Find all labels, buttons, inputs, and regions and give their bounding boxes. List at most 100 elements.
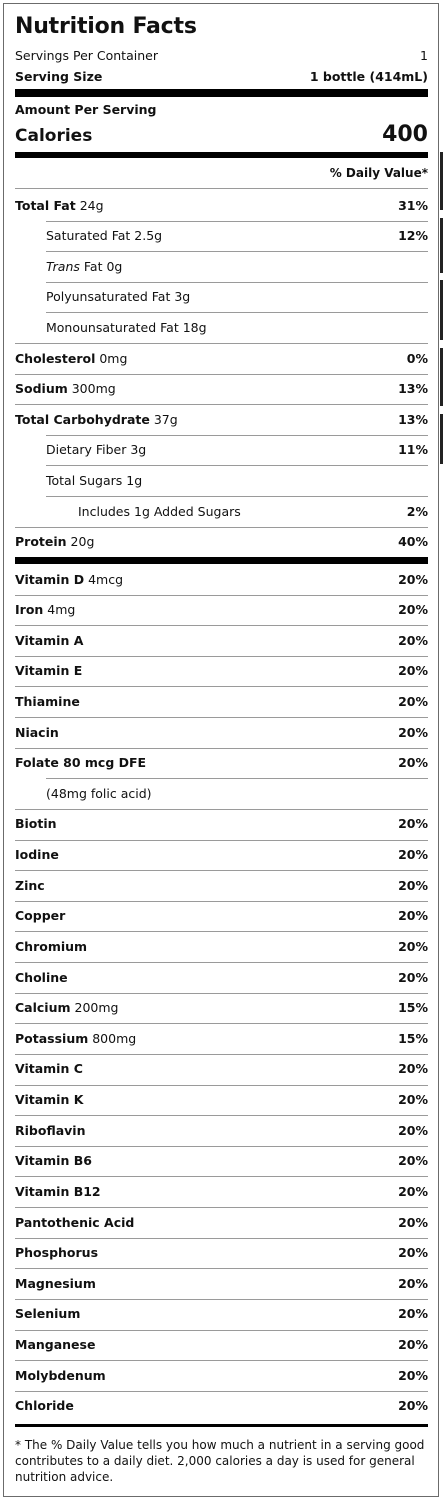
vitamins-bold-label: Vitamin E <box>15 663 83 679</box>
vitamins-row: Vitamin A 20% <box>15 625 428 655</box>
nutrients-row: Polyunsaturated Fat 3g <box>15 282 428 312</box>
divider <box>15 1390 428 1392</box>
label-title: Nutrition Facts <box>15 14 197 39</box>
nutrients-bold-label: Protein <box>15 534 67 550</box>
divider <box>15 900 428 902</box>
calories-row: Calories 400 <box>15 122 428 147</box>
vitamins-daily-value: 20% <box>398 1122 428 1138</box>
nutrients-daily-value: 12% <box>398 228 428 244</box>
vitamins-name: Molybdenum <box>15 1368 106 1383</box>
nutrients-daily-value: 2% <box>406 503 428 519</box>
nutrients-row: Sodium 300mg 13% <box>15 374 428 404</box>
vitamins-row: Vitamin D 4mcg 20% <box>15 564 428 594</box>
divider <box>15 839 428 841</box>
divider <box>46 281 428 283</box>
edge-mark <box>440 414 443 464</box>
vitamins-daily-value: 20% <box>398 724 428 740</box>
servings-per-container-row: Servings Per Container 1 <box>15 48 428 63</box>
vitamins-daily-value: 20% <box>398 816 428 832</box>
vitamins-daily-value: 20% <box>398 1245 428 1261</box>
divider <box>15 686 428 688</box>
vitamins-name: Vitamin B12 <box>15 1184 101 1199</box>
footnote-divider <box>15 1424 428 1427</box>
vitamins-bold-label: Chromium <box>15 938 88 954</box>
vitamins-name: Vitamin C <box>15 1061 83 1076</box>
vitamins-daily-value: 20% <box>398 602 428 618</box>
divider <box>15 1298 428 1300</box>
divider <box>15 1023 428 1025</box>
vitamins-row: Biotin 20% <box>15 809 428 839</box>
vitamins-bold-label: Phosphorus <box>15 1245 99 1261</box>
vitamins-bold-label: Copper <box>15 908 66 924</box>
vitamins-name: Copper <box>15 908 65 923</box>
vitamins-amount: 800mg <box>88 1030 137 1046</box>
vitamins-daily-value: 20% <box>398 663 428 679</box>
nutrients-row: Trans Fat 0g <box>15 251 428 281</box>
vitamins-bold-label: Pantothenic Acid <box>15 1214 135 1230</box>
nutrients-daily-value: 13% <box>398 381 428 397</box>
serving-size-row: Serving Size 1 bottle (414mL) <box>15 69 428 84</box>
divider <box>46 465 428 467</box>
nutrients-amount: Polyunsaturated Fat 3g <box>46 289 191 305</box>
divider <box>15 373 428 375</box>
vitamins-row: Chromium 20% <box>15 931 428 961</box>
vitamins-daily-value: 20% <box>398 1092 428 1108</box>
vitamins-bold-label: Manganese <box>15 1337 96 1352</box>
nutrients-row: Dietary Fiber 3g 11% <box>15 435 428 465</box>
vitamins-name: Vitamin E <box>15 663 82 678</box>
vitamins-bold-label: Vitamin D <box>15 571 85 587</box>
vitamins-bold-label: Folate 80 mcg DFE <box>15 755 147 771</box>
vitamins-amount: 200mg <box>70 1000 119 1016</box>
vitamins-daily-value: 15% <box>398 1000 428 1016</box>
thick-divider-top <box>15 89 428 97</box>
vitamins-daily-value: 20% <box>398 908 428 924</box>
nutrients-bold-label: Total Carbohydrate <box>15 411 150 427</box>
divider <box>15 1207 428 1209</box>
vitamins-bold-label: Chloride <box>15 1398 74 1414</box>
vitamins-name: Choline <box>15 970 68 985</box>
vitamins-daily-value: 20% <box>398 847 428 863</box>
vitamins-row: Iron 4mg 20% <box>15 595 428 625</box>
thick-divider-calories <box>15 152 428 158</box>
divider <box>15 625 428 627</box>
vitamins-daily-value: 20% <box>398 877 428 893</box>
nutrients-row: Includes 1g Added Sugars 2% <box>15 496 428 526</box>
nutrients-name: Total Carbohydrate 37g <box>15 412 178 427</box>
vitamins-row: Vitamin B12 20% <box>15 1176 428 1206</box>
nutrients-amount: 300mg <box>67 381 116 397</box>
nutrients-daily-value: 13% <box>398 411 428 427</box>
vitamins-bold-label: Biotin <box>15 816 57 832</box>
vitamins-name: Vitamin A <box>15 633 83 648</box>
vitamins-row: Potassium 800mg 15% <box>15 1023 428 1053</box>
divider <box>15 655 428 657</box>
vitamins-bold-label: Niacin <box>15 724 59 740</box>
daily-value-header: % Daily Value* <box>329 166 428 180</box>
vitamins-daily-value: 20% <box>398 632 428 648</box>
vitamins-row: Magnesium 20% <box>15 1268 428 1298</box>
nutrients-row: Cholesterol 0mg 0% <box>15 343 428 373</box>
nutrients-bold-label: Cholesterol <box>15 350 96 366</box>
servings-label: Servings Per Container <box>15 48 158 63</box>
vitamins-bold-label: Magnesium <box>15 1275 96 1291</box>
divider <box>15 188 428 189</box>
nutrients-name: Saturated Fat 2.5g <box>15 228 162 243</box>
edge-mark <box>440 152 443 210</box>
vitamins-daily-value: 20% <box>398 1367 428 1383</box>
nutrients-amount: Fat 0g <box>79 258 123 274</box>
vitamins-name: Vitamin K <box>15 1092 83 1107</box>
vitamins-row: Chloride 20% <box>15 1391 428 1421</box>
vitamins-bold-label: Iodine <box>15 847 59 863</box>
divider <box>15 594 428 596</box>
vitamins-bold-label: Vitamin B12 <box>15 1183 101 1199</box>
divider <box>15 870 428 872</box>
divider <box>46 434 428 436</box>
vitamins-amount: (48mg folic acid) <box>46 785 152 801</box>
nutrients-daily-value: 0% <box>406 350 428 366</box>
vitamins-row: Vitamin E 20% <box>15 656 428 686</box>
vitamins-row: Folate 80 mcg DFE 20% <box>15 748 428 778</box>
divider <box>15 1145 428 1147</box>
vitamins-daily-value: 20% <box>398 1275 428 1291</box>
vitamins-name: Chloride <box>15 1398 74 1413</box>
divider <box>15 1360 428 1362</box>
divider <box>15 992 428 994</box>
